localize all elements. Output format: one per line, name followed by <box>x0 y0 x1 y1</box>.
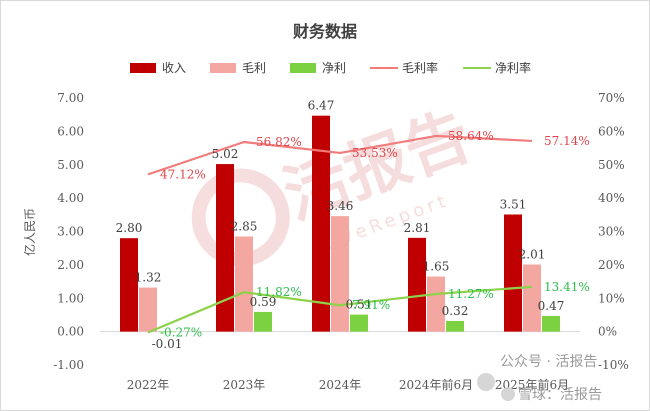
line-data-label: -0.27% <box>160 326 202 340</box>
y2-tick-label: 30% <box>598 225 625 239</box>
bar-data-label: 6.47 <box>308 99 335 113</box>
bar-收入 <box>504 214 522 332</box>
line-毛利率 <box>147 134 533 176</box>
bar-净利 <box>350 314 368 332</box>
bar-data-label: 0.59 <box>250 295 277 309</box>
y2-tick-label: 50% <box>598 158 625 172</box>
y-tick-label: 2.00 <box>57 258 84 272</box>
footer-wechat-text: 公众号 · 活报告 <box>500 354 597 370</box>
left-axis-ticks: -1.00 0.00 1.00 2.00 3.00 4.00 5.00 6.00 7.00 <box>53 91 84 372</box>
bar-净利 <box>542 315 560 332</box>
line-data-label: 13.41% <box>544 280 590 294</box>
legend-item-label: 净利率 <box>495 60 531 75</box>
x-tick-label: 2024年 <box>319 378 362 392</box>
bar-净利 <box>158 331 176 333</box>
y-tick-label: 0.00 <box>57 325 84 339</box>
bar-data-label: 1.32 <box>135 271 162 285</box>
legend-item-label: 毛利 <box>242 61 266 75</box>
y-tick-label: 4.00 <box>57 191 84 205</box>
y-tick-label: 6.00 <box>57 124 84 138</box>
y2-tick-label: 20% <box>598 258 625 272</box>
bar-data-label: 0.47 <box>538 299 565 313</box>
category-axis-ticks: 2022年 2023年 2024年 2024年前6月 2025年前6月 <box>127 377 569 392</box>
line-data-label: 11.27% <box>448 287 494 301</box>
y-tick-label: -1.00 <box>53 358 84 372</box>
bar-data-label: 2.81 <box>404 221 431 235</box>
bar-data-label: -0.01 <box>152 337 183 351</box>
legend-item-label: 毛利率 <box>402 60 438 75</box>
y-axis-label: 亿人民币 <box>22 208 37 256</box>
bar-data-label: 5.02 <box>212 147 239 161</box>
line-data-label: 11.82% <box>256 285 302 299</box>
bar-毛利 <box>139 287 157 332</box>
bar-收入 <box>120 238 138 332</box>
bar-data-label: 2.85 <box>231 220 258 234</box>
bar-data-label: 1.65 <box>423 260 450 274</box>
chart-legend: 收入 毛利 净利 毛利率 净利率 <box>130 60 531 75</box>
bar-收入 <box>408 237 426 332</box>
line-净利率 <box>147 285 533 334</box>
y-tick-label: 5.00 <box>57 158 84 172</box>
bar-data-label: 2.01 <box>519 248 546 262</box>
bar-data-label: 3.51 <box>500 197 527 211</box>
line-data-label: 58.64% <box>448 129 494 143</box>
right-axis-ticks: -10% 0% 10% 20% 30% 40% 50% 60% 70% <box>598 91 629 372</box>
bar-data-label: 2.80 <box>116 221 143 235</box>
line-data-label: 56.82% <box>256 135 302 149</box>
x-tick-label: 2023年 <box>223 378 266 392</box>
bar-收入 <box>312 115 330 332</box>
line-data-label: 57.14% <box>544 134 590 148</box>
y-tick-label: 1.00 <box>57 291 84 305</box>
bar-data-label: 0.32 <box>442 304 469 318</box>
footer-watermark: 公众号 · 活报告 雪球：活报告 <box>477 354 602 403</box>
y2-tick-label: 70% <box>598 91 625 105</box>
bar-毛利 <box>331 216 349 332</box>
legend-item-label: 净利 <box>322 61 346 75</box>
legend-swatch <box>130 63 156 73</box>
bar-净利 <box>254 311 272 332</box>
data-labels: 2.80 5.02 6.47 2.81 3.51 1.32 2.85 3.46 1.65 2.01… <box>116 99 590 351</box>
bar-毛利 <box>427 276 445 332</box>
legend-swatch <box>290 63 316 73</box>
bar-data-label: 3.46 <box>327 199 354 213</box>
y-tick-label: 3.00 <box>57 225 84 239</box>
line-data-label: 53.53% <box>352 146 398 160</box>
line-data-label: 7.91% <box>352 298 390 312</box>
footer-xueqiu-text: 雪球：活报告 <box>518 387 602 403</box>
chart-title: 财务数据 <box>292 22 357 41</box>
y2-tick-label: 40% <box>598 191 625 205</box>
x-tick-label: 2025年前6月 <box>495 377 569 392</box>
bar-series <box>120 115 560 333</box>
legend-swatch <box>210 63 236 73</box>
x-tick-label: 2022年 <box>127 378 170 392</box>
y2-tick-label: 10% <box>598 291 625 305</box>
wechat-icon <box>477 373 495 391</box>
line-data-label: 47.12% <box>160 167 206 181</box>
xueqiu-icon <box>501 387 515 401</box>
bar-收入 <box>216 164 234 332</box>
bar-净利 <box>446 320 464 332</box>
y2-tick-label: -10% <box>598 358 629 372</box>
bar-毛利 <box>523 264 541 332</box>
y2-tick-label: 0% <box>598 325 617 339</box>
x-tick-label: 2024年前6月 <box>399 377 473 392</box>
y2-tick-label: 60% <box>598 124 625 138</box>
y-tick-label: 7.00 <box>57 91 84 105</box>
line-series <box>147 134 533 334</box>
bar-data-label: 0.51 <box>346 298 373 312</box>
legend-item-label: 收入 <box>162 61 186 75</box>
bar-毛利 <box>235 236 253 332</box>
